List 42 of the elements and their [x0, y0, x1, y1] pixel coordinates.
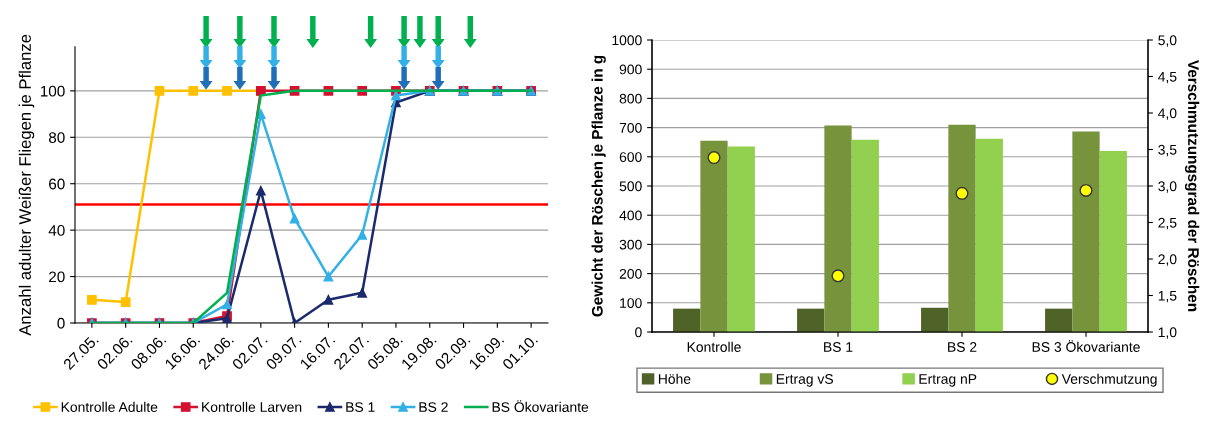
x-tick-label: Kontrolle	[687, 341, 741, 352]
y-tick-label: 900	[619, 64, 642, 75]
y-tick-label: 20	[49, 271, 65, 283]
y-axis-title: Anzahl adulter Weißer Fliegen je Pflanze	[18, 34, 35, 336]
y2-tick-label: 1,0	[1158, 327, 1177, 339]
legend-label: Kontrolle Adulte	[61, 401, 158, 412]
legend-label: BS 1	[346, 402, 375, 412]
y-tick-label: 500	[619, 181, 642, 192]
y2-tick-label: 3,5	[1158, 144, 1177, 157]
y2-tick-label: 2,5	[1158, 217, 1177, 230]
legend-label: BS Ökovariante	[492, 400, 589, 412]
y2-tick-label: 5,0	[1158, 35, 1177, 47]
legend-label: Ertrag vS	[776, 374, 833, 387]
y-tick-label: 800	[619, 93, 642, 104]
y-tick-label: 40	[48, 225, 65, 236]
y-tick-label: 80	[48, 132, 65, 143]
y2-tick-label: 2,0	[1158, 254, 1177, 266]
y2-axis-title: Verschmutzungsgrad der Röschen	[1184, 60, 1200, 312]
y-tick-label: 200	[619, 268, 642, 279]
y-tick-label: 1000	[612, 35, 642, 46]
y-tick-label: 300	[619, 239, 642, 250]
y-tick-label: 700	[619, 122, 642, 133]
y-tick-label: 400	[619, 210, 642, 221]
y2-tick-label: 4,5	[1158, 71, 1177, 84]
y-tick-label: 0	[57, 317, 65, 329]
legend-label: Kontrolle Larven	[202, 401, 302, 412]
y-axis-title: Gewicht der Röschen je Pflanze in g	[591, 55, 606, 317]
y-tick-label: 100	[40, 85, 65, 97]
y2-tick-label: 4,0	[1158, 108, 1177, 120]
y-tick-label: 600	[619, 152, 642, 162]
legend-label: Ertrag nP	[919, 374, 977, 387]
y-tick-label: 0	[635, 327, 642, 338]
y2-tick-label: 3,0	[1158, 181, 1177, 193]
y2-tick-label: 1,5	[1158, 290, 1177, 303]
legend-label: Verschmutzung	[1061, 373, 1157, 387]
x-tick-label: BS 1	[824, 342, 853, 352]
legend-label: BS 2	[419, 402, 448, 412]
legend-label: Höhe	[658, 373, 691, 384]
y-tick-label: 60	[49, 178, 65, 190]
y-tick-label: 100	[620, 298, 642, 308]
x-tick-label: BS 2	[948, 342, 977, 352]
x-tick-label: BS 3 Ökovariante	[1032, 340, 1140, 352]
